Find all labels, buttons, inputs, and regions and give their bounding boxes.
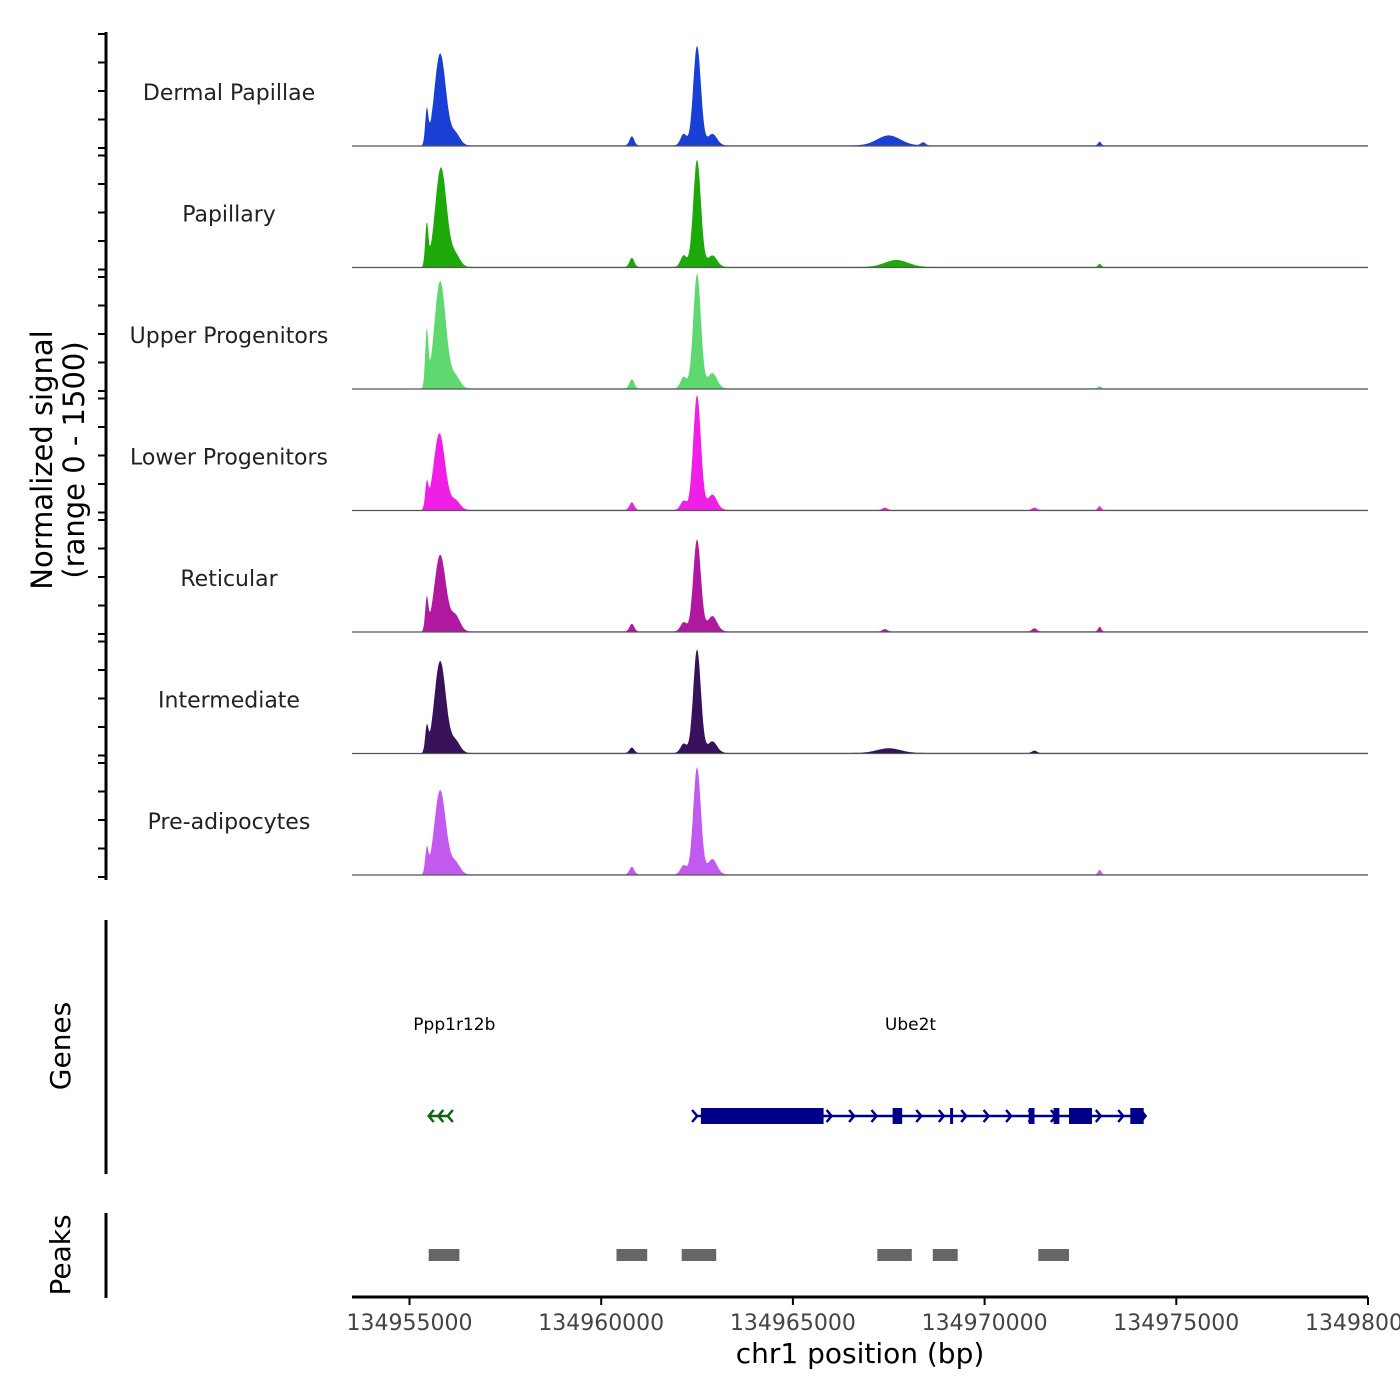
exon-block [1069,1108,1092,1124]
x-tick-label: 134955000 [347,1311,473,1336]
x-tick-label: 134980000 [1305,1311,1400,1336]
strand-arrow [436,1109,445,1123]
track-upper-progenitors: Upper Progenitors [130,274,1368,390]
strand-arrow [982,1109,991,1123]
strand-arrow [1027,1109,1036,1123]
track-label-reticular: Reticular [180,567,278,592]
y-axis-label-line1: Normalized signal [25,330,59,589]
strand-arrow [803,1109,811,1123]
peak-regions [428,1249,1069,1261]
exon-block [950,1108,954,1124]
y-axis-label-line2: (range 0 - 1500) [57,341,91,578]
signal-tracks: Dermal Papillae Papillary Upper Progenitor… [130,45,1368,876]
strand-arrow [758,1109,766,1123]
exon-block [1028,1108,1035,1124]
strand-arrow [735,1109,744,1123]
x-axis-title: chr1 position (bp) [736,1337,985,1370]
gene-ppp1r12b: Ppp1r12b [413,1015,495,1123]
strand-arrow [1005,1109,1013,1123]
strand-arrow [870,1109,879,1123]
peaks-panel-label: Peaks [44,1214,77,1295]
peak-region-2 [616,1249,648,1261]
x-tick-label: 134975000 [1113,1311,1239,1336]
coverage-area-papillary [421,159,1368,268]
track-label-upper-progenitors: Upper Progenitors [130,324,329,349]
strand-arrow [1117,1109,1125,1123]
track-intermediate: Intermediate [158,649,1368,755]
peak-region-1 [428,1249,460,1261]
x-tick-label: 134970000 [922,1311,1048,1336]
coverage-area-pre-adipocytes [421,767,1368,875]
peak-region-6 [1038,1249,1069,1261]
peak-region-4 [877,1249,912,1261]
strand-arrow [713,1109,722,1123]
coverage-area-intermediate [421,649,1368,754]
exon-block [1130,1108,1144,1124]
signal-y-axis [98,32,108,880]
track-label-intermediate: Intermediate [158,689,300,714]
track-pre-adipocytes: Pre-adipocytes [148,767,1368,876]
track-dermal-papillae: Dermal Papillae [143,45,1368,147]
track-label-pre-adipocytes: Pre-adipocytes [148,810,311,835]
x-tick-label: 134965000 [730,1311,856,1336]
peak-region-3 [681,1249,717,1261]
track-reticular: Reticular [180,539,1368,633]
x-tick-label: 134960000 [538,1311,664,1336]
strand-arrow [1072,1109,1080,1123]
coverage-area-lower-progenitors [421,395,1368,511]
track-papillary: Papillary [182,159,1368,269]
x-axis: 134955000 134960000 134965000 134970000 1349… [347,1295,1400,1370]
genes-panel-label: Genes [44,1002,77,1090]
coverage-area-upper-progenitors [421,274,1368,389]
strand-arrow [691,1109,699,1123]
strand-arrow [937,1109,946,1123]
strand-arrow [1139,1109,1148,1123]
strand-arrow [427,1109,435,1123]
coverage-area-dermal-papillae [421,45,1368,147]
strand-arrow [915,1109,923,1123]
strand-arrow [825,1109,834,1123]
exon-block [700,1108,824,1124]
x-axis-ticks: 134955000 134960000 134965000 134970000 1349… [347,1297,1400,1336]
gene-models: Ppp1r12b Ube2t [413,1015,1148,1124]
track-label-dermal-papillae: Dermal Papillae [143,81,315,106]
strand-arrow [1094,1109,1103,1123]
peak-region-5 [932,1249,958,1261]
strand-arrow [446,1109,454,1123]
genes-panel: Genes Ppp1r12b Ube2t [44,920,1148,1174]
strand-arrow [1049,1109,1058,1123]
track-label-papillary: Papillary [182,203,276,228]
track-lower-progenitors: Lower Progenitors [130,395,1368,512]
track-label-lower-progenitors: Lower Progenitors [130,446,328,471]
strand-arrow [780,1109,789,1123]
strand-arrow [848,1109,856,1123]
strand-arrow [892,1109,901,1123]
coverage-area-reticular [421,539,1368,632]
gene-label-ppp1r12b: Ppp1r12b [413,1015,495,1035]
peaks-panel: Peaks [44,1213,1069,1298]
strand-arrow [960,1109,968,1123]
gene-label-ube2t: Ube2t [885,1015,937,1035]
gene-ube2t: Ube2t [691,1015,1148,1124]
